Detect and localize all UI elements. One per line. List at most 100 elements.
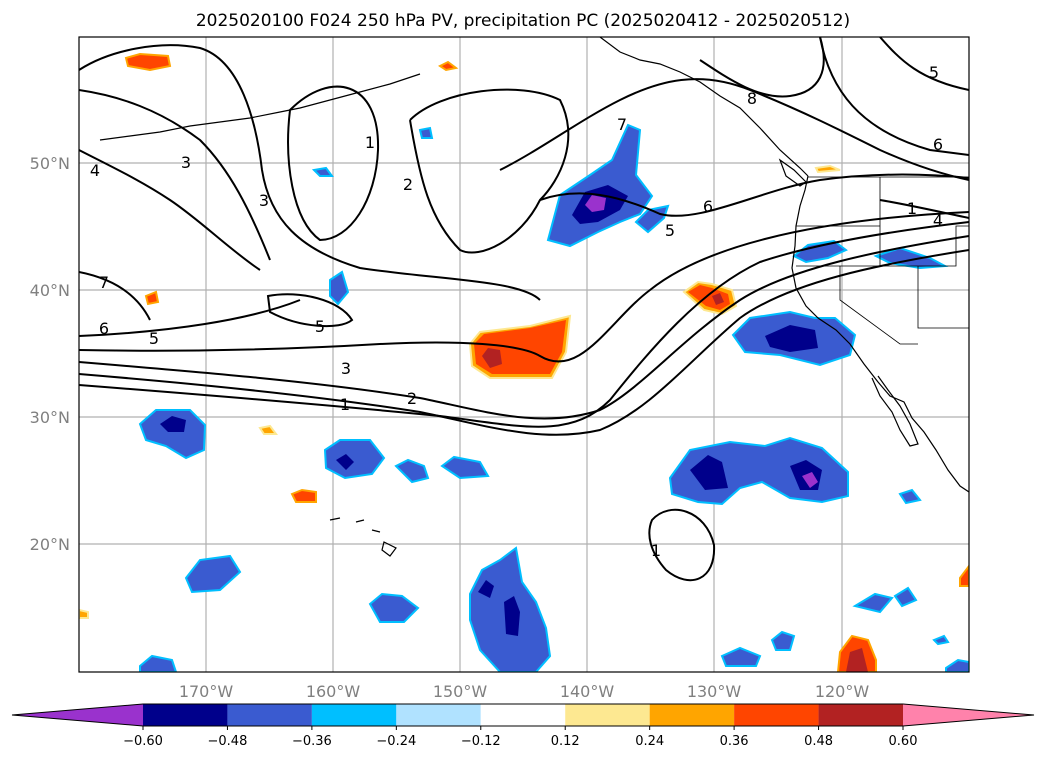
- precip-area: [311, 166, 334, 177]
- lat-label: 50°N: [30, 154, 70, 173]
- colorbar-tick-label: −0.36: [292, 734, 332, 749]
- lon-label: 120°W: [815, 682, 870, 701]
- precip-area: [438, 60, 459, 72]
- map-panel: 4 3 3 1 2 7 8 5 6 5 6 1 4 7 6 5 5 3 2 1: [78, 36, 970, 673]
- lon-label: 170°W: [179, 682, 234, 701]
- contour-label: 1: [907, 199, 917, 218]
- colorbar-tick-label: 0.12: [551, 734, 580, 749]
- precip-area: [478, 580, 494, 598]
- latitude-labels: 50°N 40°N 30°N 20°N: [30, 154, 70, 554]
- colorbar-tick-label: 0.60: [889, 734, 918, 749]
- precip-area: [144, 290, 160, 306]
- contour-label: 8: [747, 89, 757, 108]
- colorbar-cell: [565, 704, 650, 726]
- pv-contour-6-ridge: [539, 173, 969, 217]
- colorbar-extend-high: [903, 704, 1034, 726]
- hawaii-islands: [329, 517, 397, 557]
- colorbar-cell: [818, 704, 903, 726]
- contour-label: 1: [365, 133, 375, 152]
- precip-area: [945, 658, 969, 672]
- precip-area: [932, 634, 950, 646]
- precip-area: [959, 564, 969, 587]
- colorbar-cell: [649, 704, 735, 726]
- contour-label: 3: [259, 191, 269, 210]
- precip-area: [124, 52, 172, 72]
- colorbar-cell: [396, 704, 481, 726]
- colorbar-tick-label: −0.24: [376, 734, 416, 749]
- pv-contours: [79, 37, 969, 582]
- colorbar-tick-label: −0.12: [461, 734, 501, 749]
- pv-contour-8: [699, 37, 825, 98]
- longitude-labels: 170°W 160°W 150°W 140°W 130°W 120°W: [179, 682, 870, 701]
- pv-contour-6: [79, 299, 301, 337]
- baja-california: [871, 375, 919, 447]
- precip-area: [585, 195, 606, 212]
- pv-contour-3-upper: [79, 89, 271, 261]
- precip-area: [368, 592, 420, 623]
- lon-label: 140°W: [560, 682, 615, 701]
- colorbar-tick-label: 0.36: [720, 734, 749, 749]
- contour-label: 5: [665, 221, 675, 240]
- contour-label: 7: [617, 115, 627, 134]
- precip-area: [712, 293, 724, 305]
- contour-label: 1: [651, 541, 661, 560]
- borders: [796, 176, 969, 345]
- precip-area: [184, 554, 242, 594]
- pv-contour-4-east: [879, 199, 969, 219]
- precip-area: [765, 325, 818, 352]
- colorbar-tick-label: 0.24: [635, 734, 664, 749]
- colorbar-tick-label: −0.48: [208, 734, 248, 749]
- lat-label: 30°N: [30, 408, 70, 427]
- contour-label: 2: [407, 389, 417, 408]
- pv-contour-5: [79, 211, 969, 363]
- map-frame: [78, 36, 970, 673]
- precip-negative-areas: [138, 123, 969, 672]
- colorbar-ticks: −0.60 −0.48 −0.36 −0.24 −0.12 0.12 0.24 0.36 0.4…: [123, 726, 917, 749]
- colorbar-cell: [143, 704, 228, 726]
- precip-area: [898, 488, 922, 505]
- colorbar-tick-label: 0.48: [804, 734, 833, 749]
- colorbar-cell: [227, 704, 312, 726]
- alaska-coast: [599, 37, 809, 177]
- precip-area: [418, 126, 434, 139]
- contour-label: 3: [341, 359, 351, 378]
- pv-contour-7: [79, 271, 151, 321]
- colorbar-cell: [480, 704, 566, 726]
- precip-area: [79, 608, 89, 619]
- pv-contour-5-ne: [879, 37, 969, 91]
- precip-area: [138, 409, 207, 460]
- precip-area: [160, 416, 186, 432]
- pv-contour-5b: [266, 293, 354, 328]
- contour-label: 2: [403, 175, 413, 194]
- contour-label: 4: [90, 161, 100, 180]
- colorbar-cell: [311, 704, 397, 726]
- lon-label: 160°W: [306, 682, 361, 701]
- precip-area: [688, 285, 730, 310]
- precip-area: [770, 630, 796, 651]
- pv-contour-3: [79, 221, 969, 428]
- precip-area: [852, 592, 894, 614]
- precip-area: [893, 586, 918, 608]
- colorbar-cells: [11, 703, 1035, 727]
- pv-contour-1-south: [648, 508, 716, 582]
- precip-area: [504, 596, 520, 636]
- state-borders: [796, 177, 969, 345]
- contour-label: 7: [99, 273, 109, 292]
- precip-area: [482, 348, 502, 368]
- contour-label: 3: [181, 153, 191, 172]
- colorbar-extend-low: [12, 704, 143, 726]
- pv-contour-upper-loop: [79, 44, 541, 301]
- contour-label: 5: [929, 63, 939, 82]
- precip-area: [720, 646, 762, 667]
- precip-area: [290, 488, 317, 503]
- pv-contour-4-upper: [79, 149, 261, 271]
- precip-area: [802, 472, 818, 488]
- contour-label: 6: [703, 197, 713, 216]
- figure-title: 2025020100 F024 250 hPa PV, precipitatio…: [196, 11, 850, 31]
- contour-label: 6: [99, 319, 109, 338]
- contour-label: 5: [315, 317, 325, 336]
- lon-label: 150°W: [433, 682, 488, 701]
- aleutian-chain: [99, 73, 421, 141]
- pv-contour-2: [79, 249, 969, 436]
